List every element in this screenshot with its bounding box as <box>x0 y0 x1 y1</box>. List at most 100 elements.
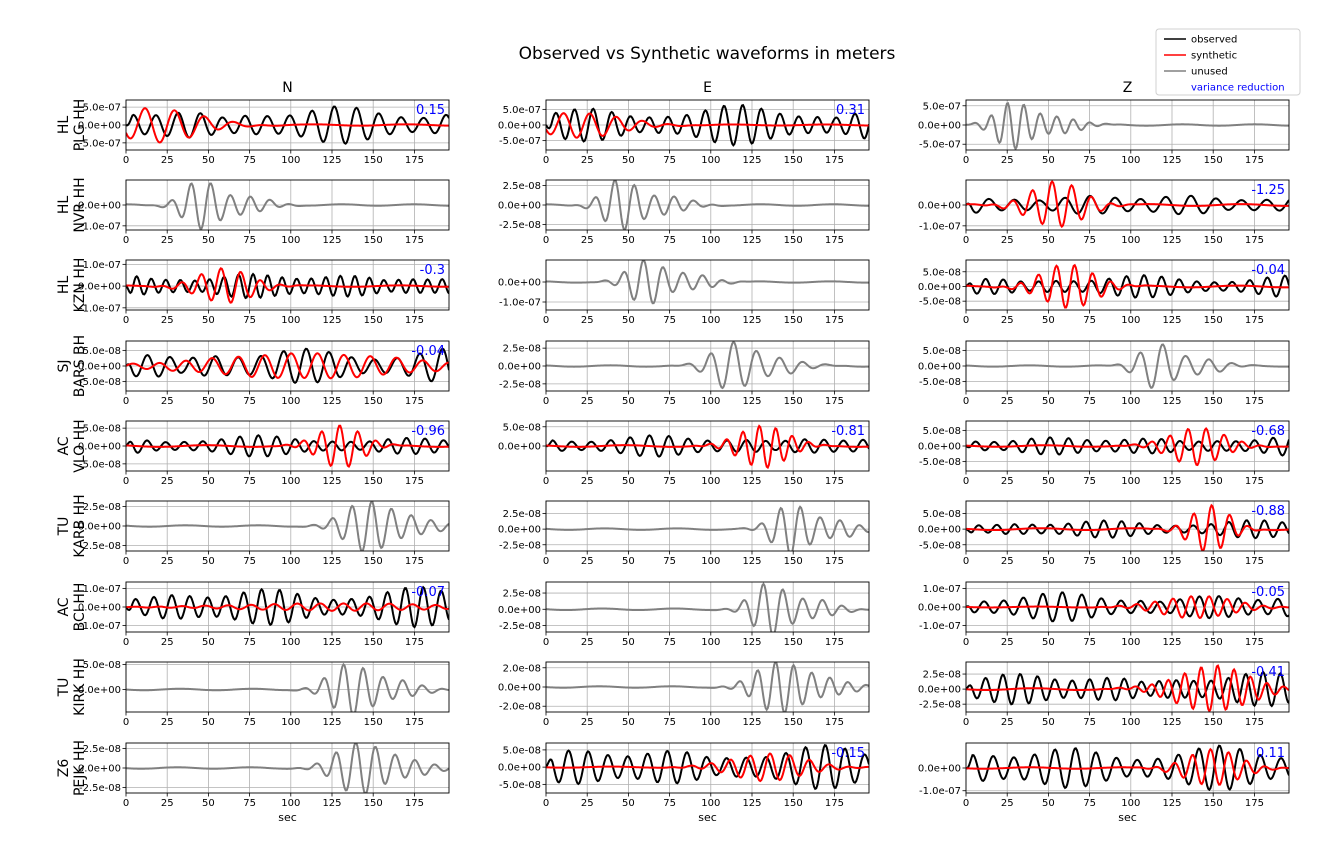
y-tick-label: -1.0e-07 <box>79 621 121 632</box>
x-tick-label: 75 <box>663 235 676 246</box>
panel-karb-e: 0 25 50 75 100 125 150 175 2.5e-08 0.0e+00 -2.5e-0… <box>498 500 870 567</box>
x-tick-label: 50 <box>1042 717 1055 728</box>
y-tick-label: 0.0e+00 <box>498 683 541 694</box>
x-tick-label: 25 <box>1001 637 1014 648</box>
observed-trace <box>966 591 1289 623</box>
variance-reduction-label: -0.3 <box>420 263 445 278</box>
x-tick-label: 75 <box>1083 235 1096 246</box>
x-tick-label: 75 <box>663 637 676 648</box>
row-label: TU KARB HH <box>56 494 88 557</box>
station-code: NVR HH <box>72 177 88 232</box>
x-tick-label: 50 <box>622 155 635 166</box>
y-tick-label: 5.0e-08 <box>923 426 961 437</box>
y-tick-label: -1.0e-07 <box>79 221 121 232</box>
x-tick-label: 100 <box>1121 476 1140 487</box>
synthetic-trace <box>966 747 1289 786</box>
y-tick-label: 1.0e-07 <box>923 584 961 595</box>
x-tick-label: 50 <box>202 155 215 166</box>
y-tick-label: 1.0e-07 <box>83 260 121 271</box>
x-tick-label: 150 <box>784 798 803 809</box>
x-tick-label: 0 <box>543 396 549 407</box>
x-tick-label: 0 <box>963 717 969 728</box>
y-tick-label: 0.0e+00 <box>78 685 121 696</box>
panel-karb-z: 0 25 50 75 100 125 150 175 5.0e-08 0.0e+00 -5.0e-0… <box>918 500 1290 567</box>
y-tick-label: 0.0e+00 <box>918 603 961 614</box>
x-tick-label: 0 <box>543 637 549 648</box>
unused-trace <box>546 180 869 230</box>
network-code: TU <box>56 517 72 537</box>
x-tick-label: 175 <box>1245 717 1264 728</box>
x-tick-label: 175 <box>825 396 844 407</box>
x-tick-label: 50 <box>202 717 215 728</box>
row-label: AC VLO HH <box>56 419 88 472</box>
x-tick-label: 175 <box>405 315 424 326</box>
x-tick-label: 50 <box>1042 315 1055 326</box>
axes-frame <box>545 340 870 392</box>
panel-vlo-z: 0 25 50 75 100 125 150 175 5.0e-08 0.0e+00 -5.0e-0… <box>918 420 1290 487</box>
x-tick-label: 175 <box>405 476 424 487</box>
variance-reduction-label: -0.15 <box>831 746 865 761</box>
x-tick-label: 175 <box>1245 637 1264 648</box>
x-tick-label: 125 <box>322 315 341 326</box>
panel-pejk-z: 0 25 50 75 100 125 150 175 0.0e+00 -1.0e-07 0.11 se… <box>918 742 1290 824</box>
y-tick-label: 5.0e-08 <box>923 267 961 278</box>
y-tick-label: -1.0e-07 <box>919 786 961 797</box>
variance-reduction-label: -0.68 <box>1251 424 1285 439</box>
synthetic-trace <box>966 595 1289 620</box>
y-tick-label: -1.0e-07 <box>919 621 961 632</box>
y-tick-label: 0.0e+00 <box>918 201 961 212</box>
x-axis-label: sec <box>1118 811 1137 824</box>
unused-trace <box>546 260 869 305</box>
x-tick-label: 75 <box>1083 637 1096 648</box>
network-code: HL <box>56 196 72 215</box>
x-tick-label: 50 <box>202 235 215 246</box>
x-tick-label: 175 <box>825 637 844 648</box>
x-tick-label: 125 <box>742 396 761 407</box>
y-tick-label: -2.0e-08 <box>499 702 541 713</box>
x-tick-label: 150 <box>364 315 383 326</box>
station-code: KARB HH <box>72 494 88 557</box>
synthetic-trace <box>966 503 1289 551</box>
variance-reduction-label: 0.31 <box>836 103 865 118</box>
y-tick-label: 2.5e-08 <box>503 509 541 520</box>
y-tick-label: -1.0e-07 <box>919 221 961 232</box>
x-tick-label: 100 <box>1121 235 1140 246</box>
unused-trace <box>966 102 1289 150</box>
x-tick-label: 150 <box>784 556 803 567</box>
x-tick-label: 100 <box>1121 315 1140 326</box>
x-tick-label: 0 <box>543 556 549 567</box>
x-tick-label: 75 <box>1083 155 1096 166</box>
x-tick-label: 125 <box>742 315 761 326</box>
x-tick-label: 0 <box>543 155 549 166</box>
y-tick-label: -1.0e-07 <box>79 303 121 314</box>
y-tick-label: 0.0e+00 <box>918 362 961 373</box>
panel-kzn-e: 0 25 50 75 100 125 150 175 0.0e+00 -1.0e-07 <box>498 259 870 326</box>
axes-frame <box>965 340 1290 392</box>
column-title-n: N <box>282 80 292 96</box>
y-tick-label: 1.0e-07 <box>83 584 121 595</box>
unused-trace <box>966 343 1289 390</box>
observed-trace <box>966 519 1289 540</box>
figure-title: Observed vs Synthetic waveforms in meter… <box>519 44 896 64</box>
x-tick-label: 25 <box>581 235 594 246</box>
unused-trace <box>546 662 869 712</box>
x-tick-label: 75 <box>1083 396 1096 407</box>
x-tick-label: 125 <box>1162 235 1181 246</box>
x-tick-label: 0 <box>963 556 969 567</box>
x-tick-label: 25 <box>581 556 594 567</box>
synthetic-trace <box>126 267 449 304</box>
y-tick-label: 5.0e-08 <box>83 424 121 435</box>
x-tick-label: 0 <box>123 315 129 326</box>
x-tick-label: 25 <box>161 556 174 567</box>
x-tick-label: 0 <box>123 155 129 166</box>
panel-plg-n: 0 25 50 75 100 125 150 175 5.0e-07 0.0e+00 -5.0e-0… <box>78 99 450 166</box>
row-label: AC BCI HH <box>56 583 88 632</box>
x-axis-label: sec <box>698 811 717 824</box>
x-tick-label: 125 <box>322 396 341 407</box>
x-tick-label: 150 <box>364 235 383 246</box>
x-tick-label: 175 <box>405 798 424 809</box>
x-tick-label: 75 <box>663 717 676 728</box>
x-tick-label: 150 <box>364 476 383 487</box>
axes-frame <box>125 340 450 392</box>
row-label: Z6 PEJK HH <box>56 740 88 796</box>
